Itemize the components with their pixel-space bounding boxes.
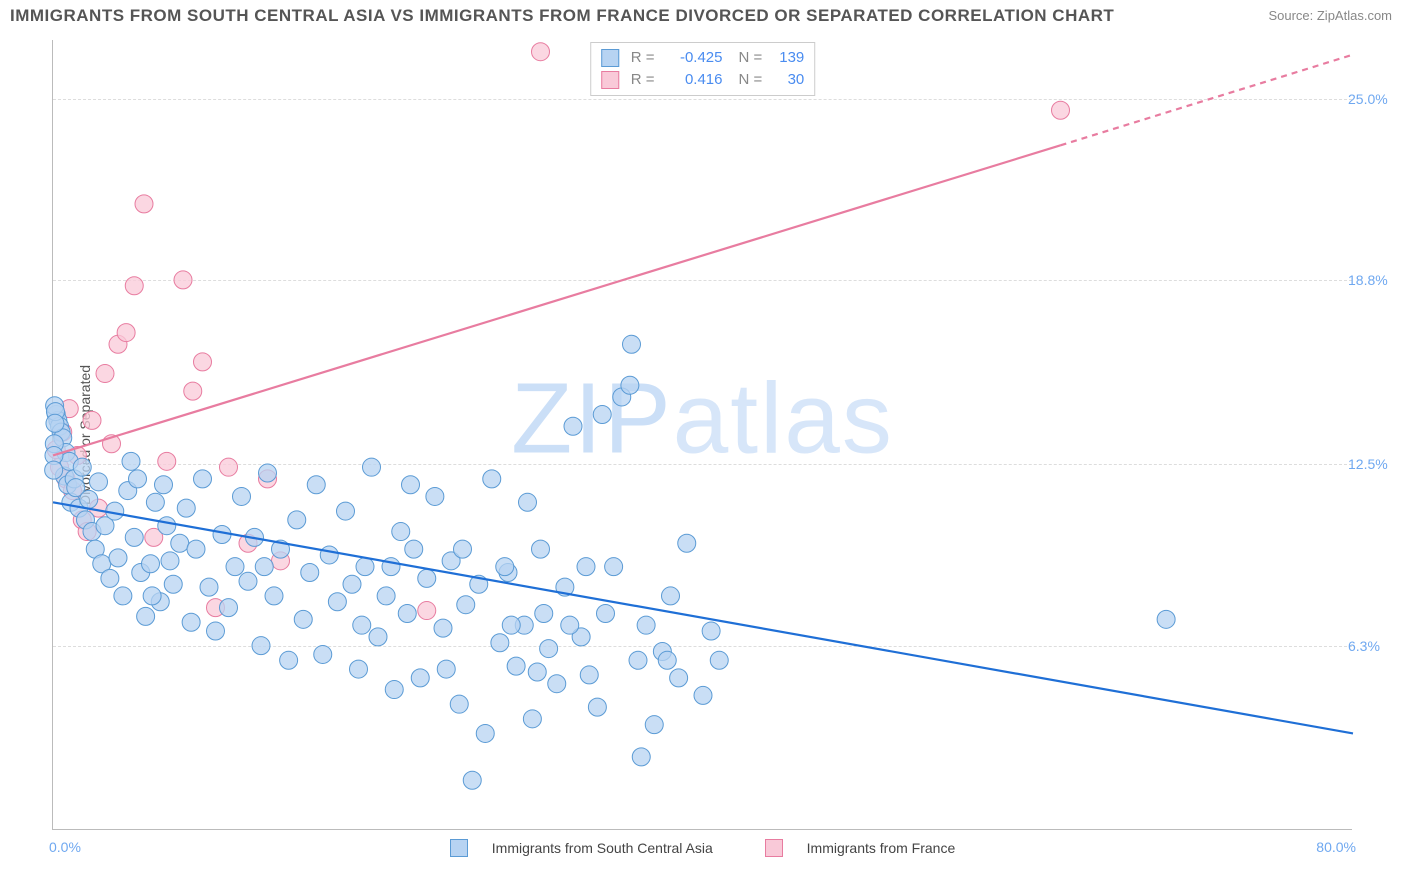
swatch-a2-icon [450,839,468,857]
y-tick: 6.3% [1348,638,1404,654]
correlation-legend: R =-0.425 N =139 R =0.416 N =30 [590,42,816,96]
y-tick: 25.0% [1348,91,1404,107]
swatch-b2-icon [765,839,783,857]
chart-title: IMMIGRANTS FROM SOUTH CENTRAL ASIA VS IM… [10,6,1114,26]
swatch-a-icon [601,49,619,67]
chart-area: Divorced or Separated ZIPatlas 6.3%12.5%… [52,40,1352,830]
series-legend: Immigrants from South Central Asia Immig… [53,839,1352,857]
swatch-b-icon [601,71,619,89]
y-tick: 18.8% [1348,272,1404,288]
y-tick: 12.5% [1348,456,1404,472]
source-label: Source: ZipAtlas.com [1268,8,1392,23]
scatter-plot [53,40,1352,829]
